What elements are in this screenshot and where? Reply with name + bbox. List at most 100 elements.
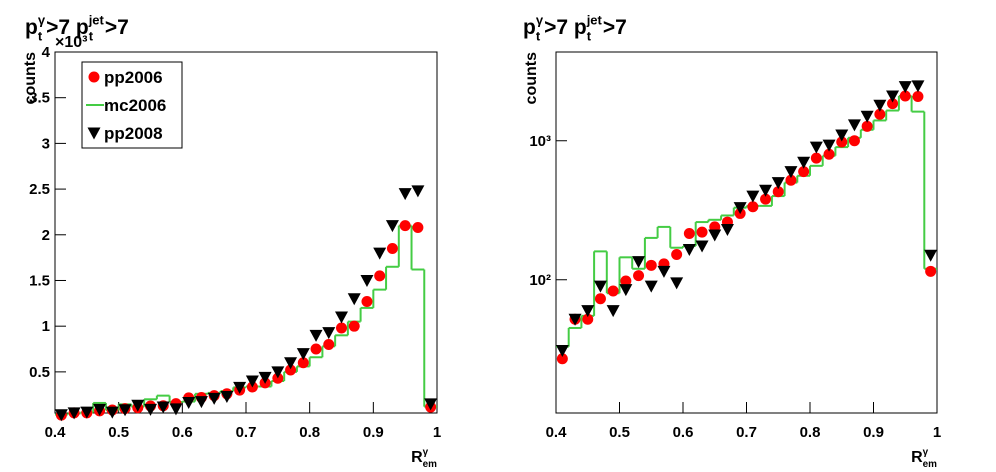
x-tick-label: 1: [433, 424, 441, 441]
label-part: em: [423, 459, 438, 470]
marker-circle: [848, 135, 860, 147]
marker-triangle: [93, 403, 107, 416]
marker-triangle: [411, 185, 425, 198]
x-tick-label: 0.9: [363, 424, 384, 441]
marker-triangle: [860, 110, 874, 123]
marker-triangle: [873, 99, 887, 112]
x-tick-label: 0.4: [546, 424, 568, 441]
marker-triangle: [105, 406, 119, 419]
marker-circle: [607, 285, 619, 297]
marker-triangle: [398, 188, 412, 201]
legend-label: pp2006: [104, 68, 163, 87]
marker-circle: [336, 322, 347, 334]
marker-triangle: [835, 129, 849, 142]
marker-triangle: [322, 327, 336, 340]
label-part: >7: [603, 16, 627, 39]
x-tick-label: 0.9: [863, 424, 884, 441]
x-tick-label: 0.8: [299, 424, 320, 441]
marker-circle: [823, 148, 835, 160]
marker-triangle: [169, 403, 183, 416]
marker-triangle: [233, 381, 247, 394]
label-part: jet: [88, 13, 105, 28]
marker-triangle: [847, 119, 861, 132]
marker-circle: [399, 220, 411, 232]
marker-circle: [798, 166, 810, 178]
marker-circle: [785, 174, 797, 186]
marker-circle: [412, 221, 424, 233]
marker-triangle: [118, 404, 132, 417]
x-tick-label: 0.6: [172, 424, 193, 441]
label-part: p: [25, 16, 38, 39]
y-tick-label: 2: [42, 227, 50, 244]
label-part: t: [89, 28, 94, 43]
marker-triangle: [335, 311, 348, 324]
marker-circle: [620, 275, 632, 287]
label-part: >7: [105, 16, 129, 39]
label-part: R: [411, 449, 423, 466]
marker-triangle: [644, 280, 658, 293]
x-tick-label: 0.7: [736, 424, 757, 441]
marker-triangle: [555, 344, 569, 357]
label-part: γ: [923, 447, 929, 458]
marker-triangle: [771, 177, 785, 190]
label-part: em: [923, 459, 938, 470]
y-tick-label: 10²: [529, 272, 551, 289]
marker-circle: [645, 259, 657, 271]
y-tick-label: 3: [42, 135, 50, 152]
marker-circle: [633, 270, 645, 282]
marker-triangle: [220, 391, 234, 404]
marker-triangle: [80, 406, 94, 419]
y-tick-label: 10³: [529, 133, 551, 150]
marker-circle: [671, 248, 683, 260]
marker-triangle: [720, 223, 734, 236]
legend-label: pp2008: [104, 124, 163, 143]
marker-triangle: [296, 348, 310, 361]
x-tick-label: 0.5: [108, 424, 129, 441]
marker-triangle: [373, 247, 387, 260]
label-part: t: [587, 28, 592, 43]
marker-circle: [874, 108, 886, 120]
marker-triangle: [619, 284, 633, 297]
y-tick-label: 1.5: [29, 272, 50, 289]
label-part: R: [911, 449, 923, 466]
x-tick-label: 0.8: [800, 424, 821, 441]
label-part: >7 p: [544, 16, 587, 39]
marker-triangle: [347, 293, 361, 306]
marker-triangle: [784, 166, 798, 179]
marker-triangle: [695, 240, 709, 253]
marker-triangle: [309, 329, 323, 342]
marker-triangle: [924, 249, 938, 262]
marker-triangle: [385, 220, 399, 233]
marker-circle: [310, 343, 322, 355]
y-tick-label: 3.5: [29, 90, 50, 107]
marker-triangle: [67, 407, 81, 420]
marker-circle: [556, 353, 568, 365]
marker-circle: [836, 136, 848, 148]
marker-triangle: [87, 127, 101, 140]
marker-triangle: [284, 357, 298, 370]
label-part: t: [38, 28, 43, 43]
marker-triangle: [182, 396, 196, 409]
y-axis-label: counts: [523, 52, 540, 105]
x-tick-label: 0.7: [236, 424, 257, 441]
marker-triangle: [822, 139, 836, 152]
label-part: γ: [38, 13, 46, 28]
marker-circle: [899, 90, 911, 102]
y-tick-label: 1: [42, 318, 50, 335]
marker-circle: [747, 201, 759, 213]
marker-triangle: [144, 403, 157, 416]
marker-circle: [88, 71, 100, 83]
marker-triangle: [759, 184, 773, 197]
label-part: γ: [423, 447, 429, 458]
marker-triangle: [911, 80, 925, 93]
marker-triangle: [632, 256, 646, 269]
marker-triangle: [54, 409, 68, 422]
marker-triangle: [886, 90, 900, 103]
legend-label: mc2006: [104, 96, 166, 115]
y-tick-label: 4: [42, 44, 51, 61]
marker-triangle: [194, 396, 208, 409]
